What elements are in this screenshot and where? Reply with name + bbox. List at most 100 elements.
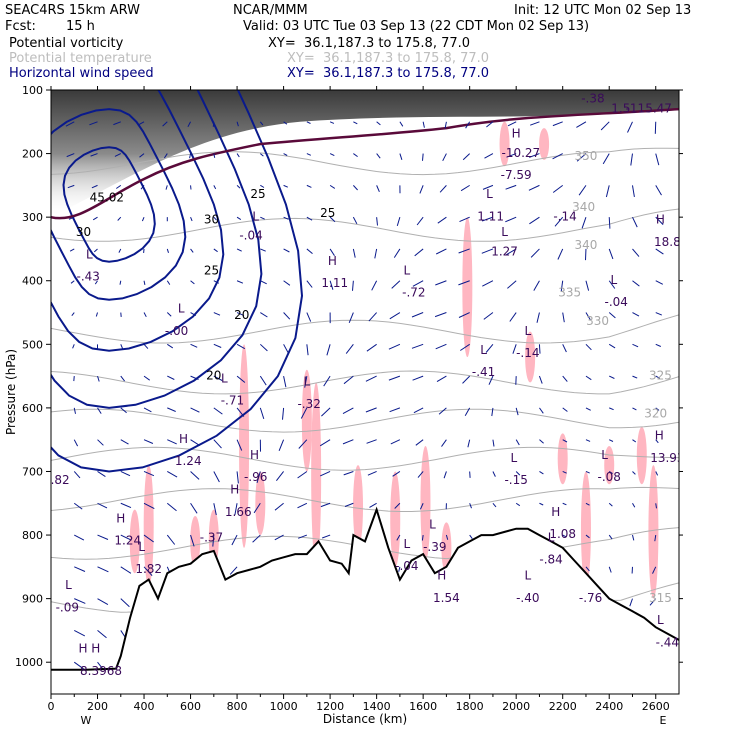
wind-vector [515,502,521,507]
pv-label: 1.08 [549,527,576,541]
isentrope-line [51,370,679,395]
pv-fill-region [525,331,536,383]
field-name-pv: Potential vorticity [9,36,124,51]
pv-fill-region [190,515,201,567]
wind-speed-contour [51,90,263,409]
wind-vector [260,248,266,252]
pv-label: H [230,483,239,497]
wind-vector [539,439,544,444]
wind-vector [329,153,335,157]
wind-vector [260,184,265,188]
wind-speed-contour [51,108,187,301]
wind-vector [488,375,494,385]
wind-vector [585,280,590,291]
wind-vector [139,153,145,158]
wind-vector [352,216,358,225]
pv-label: L [86,247,93,261]
wind-vector [73,439,79,447]
wind-vector [585,471,590,474]
wind-vector [492,439,495,447]
pv-label: -.04 [604,295,627,309]
wind-vector [600,121,610,131]
wind-vector [460,184,470,192]
wind-vector [411,312,424,318]
wind-vector [482,280,494,287]
wind-vector [213,216,217,221]
wind-vector [306,312,312,322]
pv-label: -.43 [77,270,100,284]
isentrope-line [51,147,679,176]
axes-layer: 0 200 400 600 800 1000 1200 1400 1600 1800 2000 220… [15,84,683,713]
wind-vector [464,407,471,416]
wind-vector [283,121,288,125]
wind-vector [95,312,98,317]
wind-vector [143,343,149,349]
pv-label: L [304,375,311,389]
wind-vector [491,407,494,417]
wind-vector [557,248,564,260]
wind-vector [562,439,568,443]
wind-vector [234,503,238,515]
wind-vector [213,248,218,253]
x-tick-label: 200 [87,700,108,713]
pv-fill-region [390,471,401,567]
wind-vector [399,153,403,160]
terrain-layer [51,506,679,694]
wind-vector [70,280,75,284]
wind-vector [632,407,637,411]
wind-speed-label: 25 [320,206,335,220]
wind-vector [120,598,130,608]
wind-vector [67,184,75,189]
field-name-theta: Potential temperature [9,51,152,66]
pv-label: L [404,263,411,277]
wind-vector [297,471,308,479]
wind-vector [422,153,424,161]
pv-fill-layer [129,121,659,599]
wind-vector [97,534,109,540]
wind-vector [649,598,657,606]
wind-vector [608,248,614,260]
wind-vector [465,121,471,129]
pv-fill-region [462,217,473,358]
wind-vector [306,153,311,156]
wind-vector [190,407,200,413]
x-tick-label: 1600 [409,700,437,713]
wind-vector [283,216,289,220]
wind-vector [585,343,592,351]
x-tick-label: 2000 [502,700,530,713]
pv-label: -7.59 [501,168,532,182]
wind-vector [392,471,401,477]
wind-vector [190,375,199,380]
y-tick-label: 500 [22,338,43,351]
wind-vector [342,407,354,415]
wind-vector [352,280,354,291]
pv-fill-region [239,344,250,548]
wind-vector [509,312,517,322]
wind-vector [435,280,447,286]
wind-vector [189,153,192,159]
y-tick-label: 1000 [15,656,43,669]
wind-vector [236,185,241,189]
wind-vector [539,502,544,506]
isentrope-line [51,446,679,471]
wind-vector [608,312,616,319]
wind-vector [608,502,613,507]
wind-vector [236,471,239,484]
pv-label: L [178,302,185,316]
wind-vector [419,185,424,194]
wind-vector [236,439,243,451]
wind-vector [390,439,401,445]
wind-vector [166,248,169,253]
wind-vector [97,471,106,478]
wind-vector [515,471,521,476]
wind-vector [71,312,75,317]
pv-label: -.15 [504,473,527,487]
wind-vector [114,153,121,157]
wind-vector [212,121,215,127]
wind-vector [552,153,563,160]
wind-vector [213,471,220,483]
wind-vector [283,376,287,388]
wind-vector [236,312,245,317]
wind-vector [529,216,540,225]
wind-speed-label: 25 [204,263,219,277]
